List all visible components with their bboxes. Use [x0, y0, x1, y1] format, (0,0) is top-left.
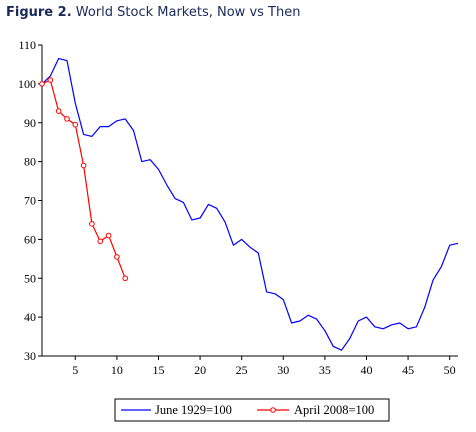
- y-tick-label: 100: [18, 77, 36, 91]
- x-tick-label: 10: [111, 363, 123, 377]
- y-tick-label: 30: [24, 349, 36, 363]
- legend-label-april-2008: April 2008=100: [294, 403, 374, 417]
- y-tick-label: 90: [24, 116, 36, 130]
- x-tick-label: 15: [152, 363, 164, 377]
- x-tick-label: 20: [194, 363, 206, 377]
- data-point-april-2008: [89, 221, 95, 227]
- data-point-april-2008: [97, 238, 104, 245]
- y-tick-label: 70: [24, 194, 36, 208]
- data-point-april-2008: [80, 162, 87, 169]
- y-tick-label: 60: [24, 232, 36, 246]
- data-point-april-2008: [72, 121, 79, 128]
- series-line-june-1929: [41, 57, 459, 351]
- data-point-april-2008: [47, 77, 54, 83]
- figure-number: Figure 2.: [6, 5, 72, 20]
- x-tick-label: 30: [277, 363, 289, 377]
- y-axis: 30 40 50 60 70 80 90 100 110: [18, 38, 43, 363]
- series-layer: [39, 57, 459, 351]
- data-point-april-2008: [64, 116, 70, 122]
- y-tick-label: 50: [24, 271, 36, 285]
- y-tick-label: 110: [18, 38, 36, 52]
- legend-box: [114, 398, 390, 422]
- x-tick-label: 35: [319, 363, 331, 377]
- legend-marker-april-2008: [270, 407, 276, 413]
- x-tick-label: 45: [402, 363, 414, 377]
- y-tick-label: 40: [24, 310, 36, 324]
- x-tick-label: 40: [360, 363, 372, 377]
- data-point-april-2008: [114, 254, 120, 260]
- chart-title: Figure 2. World Stock Markets, Now vs Th…: [6, 5, 300, 20]
- x-tick-label: 25: [236, 363, 248, 377]
- data-point-april-2008: [39, 81, 45, 87]
- data-point-april-2008: [122, 275, 128, 282]
- data-point-april-2008: [105, 232, 112, 239]
- x-tick-label: 50: [444, 363, 456, 377]
- series-line-april-2008: [41, 79, 126, 279]
- x-axis: 5 10 15 20 25 30 35 40 45 50: [42, 355, 458, 377]
- legend: June 1929=100 April 2008=100: [114, 398, 390, 422]
- x-tick-label: 5: [72, 363, 78, 377]
- legend-label-june-1929: June 1929=100: [155, 403, 232, 417]
- chart-title-text: World Stock Markets, Now vs Then: [75, 5, 301, 20]
- data-point-april-2008: [55, 108, 62, 114]
- y-tick-label: 80: [24, 155, 36, 169]
